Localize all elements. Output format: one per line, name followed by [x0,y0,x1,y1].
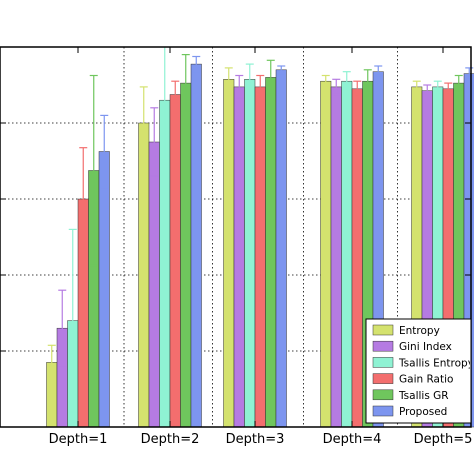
legend-label-4: Tsallis GR [398,390,449,402]
bar-4-2 [265,77,277,428]
bar-series [46,63,474,428]
bar-5-1 [190,63,202,428]
legend-swatch-3 [372,373,394,384]
legend-label-1: Gini Index [399,341,452,353]
bar-0-2 [223,79,235,428]
plot-frame [0,46,472,428]
bar-2-3 [341,80,353,428]
bar-1-1 [148,141,160,428]
legend-items: Entropy Gini Index Tsallis Entropy Gain Rat… [372,324,474,418]
x-tick-label-0: Depth=1 [49,432,108,447]
x-tick-label-2: Depth=3 [226,432,285,447]
bar-1-2 [233,86,245,428]
bar-5-2 [275,69,287,428]
x-tick-label-4: Depth=5 [414,432,473,447]
legend-label-2: Tsallis Entropy [398,357,474,369]
bar-2-2 [244,79,256,428]
legend-label-5: Proposed [399,406,447,418]
legend: Entropy Gini Index Tsallis Entropy Gain Rat… [365,318,474,424]
legend-swatch-4 [372,389,394,401]
x-tick-label-1: Depth=2 [141,432,200,447]
x-tick-label-3: Depth=4 [323,432,382,447]
legend-swatch-0 [372,324,394,336]
legend-swatch-2 [372,357,394,368]
legend-swatch-5 [372,405,394,417]
x-axis-tick-labels: Depth=1 Depth=2 Depth=3 Depth=4 Depth=5 [49,432,473,447]
bar-1-3 [330,86,342,428]
bar-3-1 [169,94,181,428]
bar-4-1 [180,82,192,428]
legend-swatch-1 [372,340,394,352]
bar-0-3 [320,80,332,428]
legend-label-3: Gain Ratio [399,374,453,386]
bar-3-3 [351,88,363,428]
error-bars [47,47,474,413]
bar-3-2 [254,86,266,428]
bar-5-0 [98,151,110,428]
legend-box [365,318,472,424]
legend-label-0: Entropy [399,325,440,337]
bar-0-1 [138,122,150,428]
